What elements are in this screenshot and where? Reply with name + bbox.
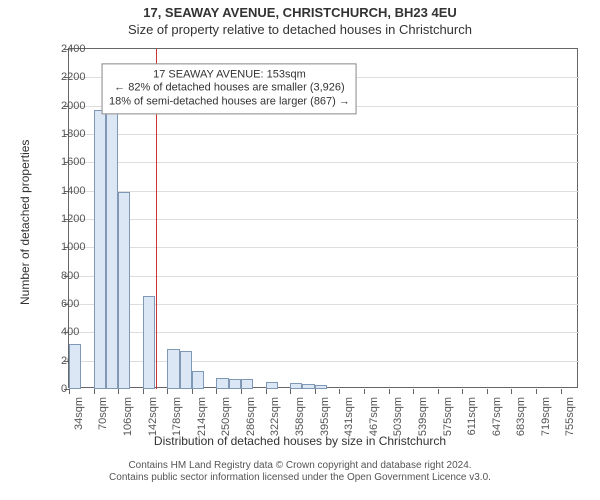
- histogram-bar: [106, 111, 118, 389]
- x-tick-mark: [266, 389, 267, 394]
- x-tick-label: 395sqm: [319, 397, 331, 436]
- histogram-bar: [118, 192, 130, 389]
- x-tick-label: 322sqm: [269, 397, 281, 436]
- x-tick-label: 178sqm: [171, 397, 183, 436]
- histogram-bar: [143, 296, 155, 390]
- annotation-line: ← 82% of detached houses are smaller (3,…: [109, 82, 350, 96]
- x-tick-mark: [389, 389, 390, 394]
- histogram-bar: [216, 378, 228, 389]
- histogram-bar: [302, 384, 314, 389]
- histogram-bar: [94, 110, 106, 389]
- annotation-line: 17 SEAWAY AVENUE: 153sqm: [109, 68, 350, 82]
- x-tick-label: 70sqm: [97, 397, 109, 430]
- x-tick-label: 142sqm: [147, 397, 159, 436]
- histogram-bar: [69, 344, 81, 389]
- annotation-line: 18% of semi-detached houses are larger (…: [109, 96, 350, 110]
- histogram-bar: [266, 382, 278, 389]
- x-tick-label: 755sqm: [564, 397, 576, 436]
- x-tick-label: 106sqm: [122, 397, 134, 436]
- x-tick-mark: [561, 389, 562, 394]
- x-tick-label: 647sqm: [491, 397, 503, 436]
- chart-container: 17, SEAWAY AVENUE, CHRISTCHURCH, BH23 4E…: [0, 0, 600, 500]
- x-tick-label: 286sqm: [245, 397, 257, 436]
- gridline: [69, 276, 579, 277]
- chart-supertitle: 17, SEAWAY AVENUE, CHRISTCHURCH, BH23 4E…: [0, 5, 600, 20]
- x-tick-label: 575sqm: [442, 397, 454, 436]
- x-tick-mark: [118, 389, 119, 394]
- x-tick-label: 503sqm: [392, 397, 404, 436]
- x-tick-mark: [364, 389, 365, 394]
- x-tick-label: 431sqm: [343, 397, 355, 436]
- x-tick-mark: [462, 389, 463, 394]
- plot-area: 0200400600800100012001400160018002000220…: [68, 48, 578, 388]
- y-axis-label: Number of detached properties: [18, 140, 32, 305]
- x-tick-mark: [69, 389, 70, 394]
- gridline: [69, 191, 579, 192]
- footer-line-1: Contains HM Land Registry data © Crown c…: [0, 460, 600, 472]
- footer-line-2: Contains public sector information licen…: [0, 472, 600, 484]
- histogram-bar: [290, 383, 302, 389]
- histogram-bar: [167, 349, 179, 389]
- x-tick-label: 358sqm: [294, 397, 306, 436]
- x-tick-mark: [192, 389, 193, 394]
- annotation-box: 17 SEAWAY AVENUE: 153sqm← 82% of detache…: [102, 63, 357, 114]
- x-tick-mark: [511, 389, 512, 394]
- x-tick-label: 719sqm: [540, 397, 552, 436]
- x-tick-label: 611sqm: [466, 397, 478, 435]
- x-tick-mark: [143, 389, 144, 394]
- x-tick-mark: [536, 389, 537, 394]
- histogram-bar: [315, 385, 327, 389]
- gridline: [69, 219, 579, 220]
- x-tick-label: 539sqm: [417, 397, 429, 436]
- attribution-footer: Contains HM Land Registry data © Crown c…: [0, 460, 600, 483]
- x-tick-mark: [94, 389, 95, 394]
- x-axis-label: Distribution of detached houses by size …: [0, 434, 600, 448]
- gridline: [69, 162, 579, 163]
- x-tick-mark: [241, 389, 242, 394]
- histogram-bar: [241, 379, 253, 389]
- x-tick-mark: [413, 389, 414, 394]
- histogram-bar: [192, 371, 204, 389]
- x-tick-mark: [167, 389, 168, 394]
- x-tick-label: 34sqm: [73, 397, 85, 430]
- x-tick-label: 214sqm: [196, 397, 208, 436]
- x-tick-label: 683sqm: [515, 397, 527, 436]
- x-tick-label: 467sqm: [368, 397, 380, 436]
- gridline: [69, 134, 579, 135]
- x-tick-label: 250sqm: [220, 397, 232, 436]
- x-tick-mark: [339, 389, 340, 394]
- x-tick-mark: [315, 389, 316, 394]
- x-tick-mark: [290, 389, 291, 394]
- chart-title: Size of property relative to detached ho…: [0, 22, 600, 37]
- histogram-bar: [229, 379, 241, 389]
- x-tick-mark: [487, 389, 488, 394]
- histogram-bar: [180, 351, 192, 389]
- gridline: [69, 247, 579, 248]
- x-tick-mark: [216, 389, 217, 394]
- x-tick-mark: [438, 389, 439, 394]
